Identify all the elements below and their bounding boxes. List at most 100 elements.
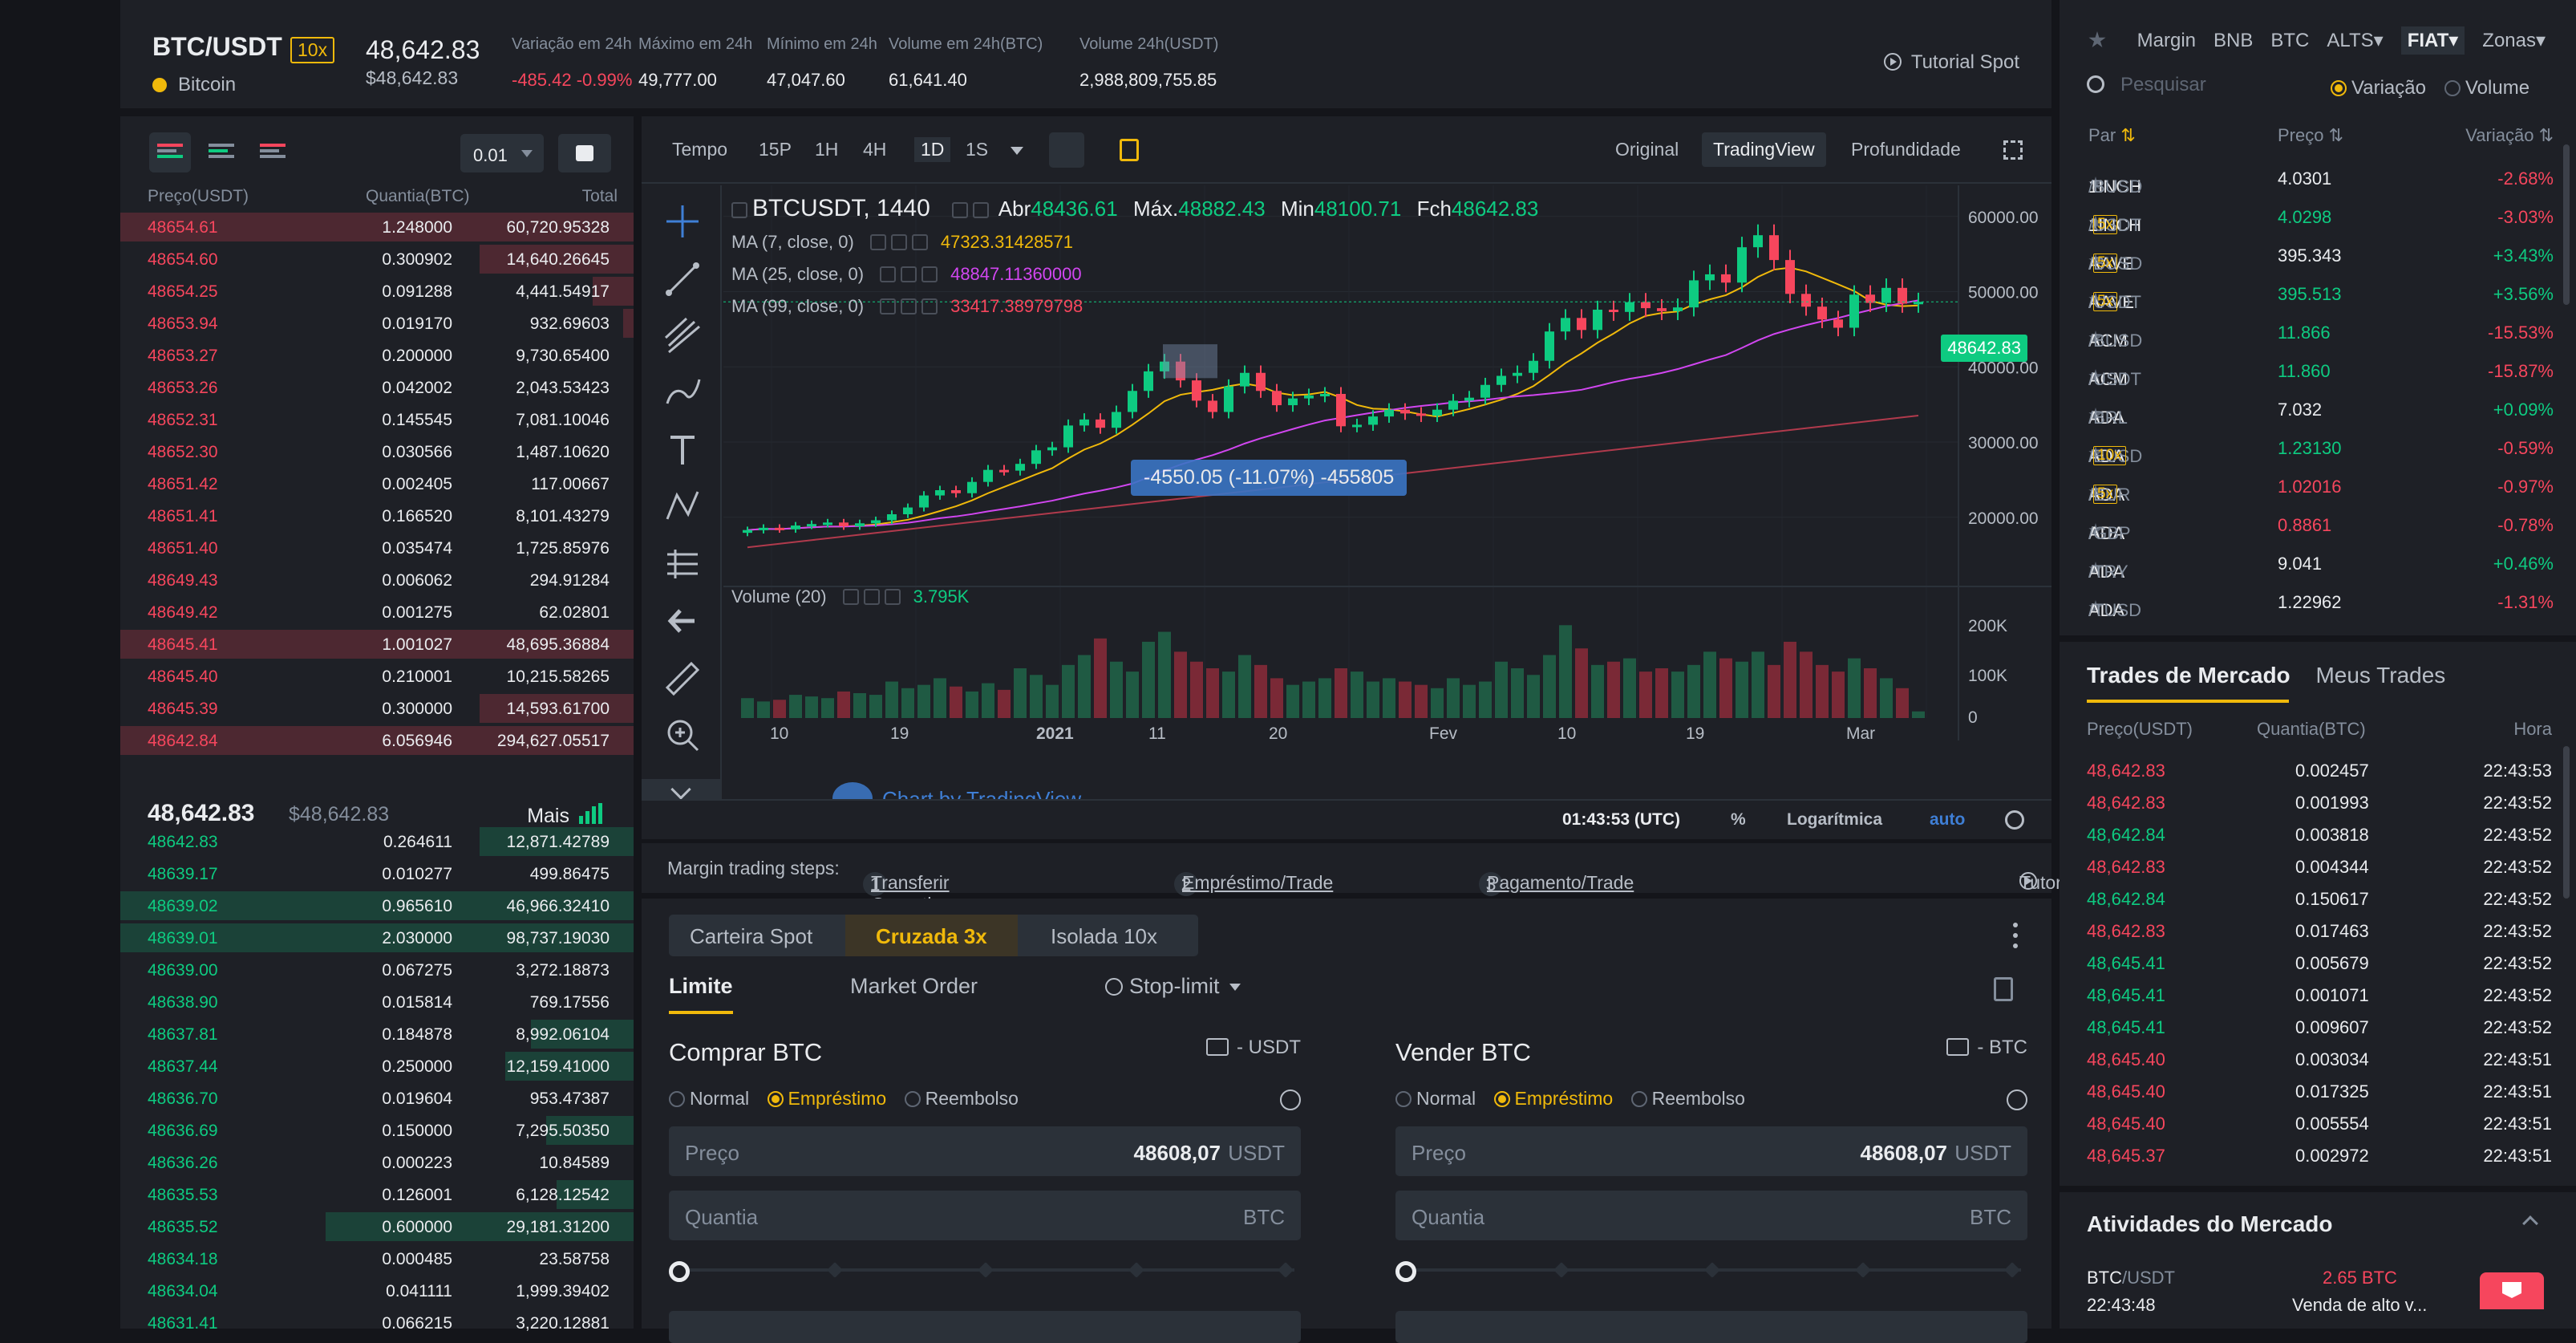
- sell-quantity-input[interactable]: Quantia BTC: [1395, 1191, 2027, 1240]
- text-tool-icon[interactable]: [662, 429, 703, 469]
- candlestick-chart[interactable]: 60000.00 50000.00 40000.00 30000.00 20000.00…: [723, 185, 2051, 743]
- sort-change-radio[interactable]: Variação: [2331, 77, 2426, 99]
- timeframe-dropdown-icon[interactable]: [1011, 147, 1023, 155]
- timeframe-tempo[interactable]: Tempo: [672, 139, 728, 160]
- more-button[interactable]: Mais: [527, 803, 605, 830]
- crosshair-icon[interactable]: [662, 201, 703, 241]
- timeframe-4h[interactable]: 4H: [863, 139, 887, 160]
- ask-row[interactable]: 48651.42 0.002405 117.00667: [120, 468, 634, 500]
- market-row[interactable]: 1INCH/USDT 5x 4.0298 -3.03%: [2088, 199, 2554, 237]
- price-chart[interactable]: 60000.00 50000.00 40000.00 30000.00 20000.00…: [723, 185, 2051, 814]
- bid-row[interactable]: 48634.04 0.041111 1,999.39402: [120, 1275, 634, 1307]
- tutorial-spot-link[interactable]: Tutorial Spot: [1883, 51, 2019, 74]
- bid-row[interactable]: 48636.69 0.150000 7,295.50350: [120, 1114, 634, 1146]
- tab-margin[interactable]: Margin: [2137, 30, 2197, 51]
- ma7-eye-icon[interactable]: [869, 234, 886, 250]
- bid-row[interactable]: 48631.41 0.066215 3,220.12881: [120, 1307, 634, 1339]
- market-scrollbar[interactable]: [2563, 144, 2570, 305]
- ask-row[interactable]: 48653.26 0.042002 2,043.53423: [120, 371, 634, 404]
- fullscreen-icon[interactable]: [2003, 140, 2023, 160]
- buy-quantity-input[interactable]: Quantia BTC: [669, 1191, 1301, 1240]
- market-row[interactable]: ACM/BUSD 11.866 -15.53%: [2088, 314, 2554, 353]
- bid-row[interactable]: 48639.17 0.010277 499.86475: [120, 858, 634, 890]
- info-icon[interactable]: [1280, 1089, 1301, 1110]
- col-pair[interactable]: Par ⇅: [2088, 125, 2136, 146]
- bid-row[interactable]: 48635.52 0.600000 29,181.31200: [120, 1211, 634, 1243]
- sell-radio-normal[interactable]: Normal: [1395, 1088, 1476, 1109]
- orderbook-both-view-button[interactable]: [149, 132, 191, 172]
- bid-row[interactable]: 48639.02 0.965610 46,966.32410: [120, 890, 634, 922]
- market-row[interactable]: 1INCH/BUSD 4.0301 -2.68%: [2088, 160, 2554, 199]
- mode-isolated[interactable]: Isolada 10x: [1051, 924, 1157, 949]
- timeframe-15p[interactable]: 15P: [759, 139, 792, 160]
- ask-row[interactable]: 48653.94 0.019170 932.69603: [120, 307, 634, 339]
- sell-amount-slider[interactable]: [1395, 1258, 2027, 1282]
- market-row[interactable]: ADA/TUSD 1.22962 -1.31%: [2088, 584, 2554, 623]
- ma99-eye-icon[interactable]: [880, 298, 897, 314]
- ask-row[interactable]: 48645.41 1.001027 48,695.36884: [120, 628, 634, 660]
- ask-row[interactable]: 48652.30 0.030566 1,487.10620: [120, 436, 634, 468]
- step-3-link[interactable]: Pagamento/Trade: [1487, 872, 1634, 893]
- bid-row[interactable]: 48639.01 2.030000 98,737.19030: [120, 922, 634, 954]
- sell-wallet-balance[interactable]: - BTC: [1946, 1037, 2027, 1059]
- timeframe-1h[interactable]: 1H: [815, 139, 839, 160]
- back-arrow-icon[interactable]: [662, 601, 703, 641]
- tab-bnb[interactable]: BNB: [2213, 30, 2254, 51]
- precision-select[interactable]: 0.01: [460, 134, 544, 172]
- collapse-legend-icon[interactable]: [731, 202, 747, 218]
- favorites-star-icon[interactable]: [2088, 31, 2106, 48]
- buy-radio-normal[interactable]: Normal: [669, 1088, 749, 1109]
- timeframe-1d[interactable]: 1D: [914, 137, 951, 162]
- more-options-icon[interactable]: [2013, 923, 2018, 948]
- view-profundidade[interactable]: Profundidade: [1851, 139, 1961, 160]
- trades-scrollbar[interactable]: [2563, 746, 2570, 899]
- view-original[interactable]: Original: [1615, 139, 1679, 160]
- sell-price-input[interactable]: Preço 48608,07 USDT: [1395, 1126, 2027, 1176]
- coin-name[interactable]: Bitcoin: [152, 74, 236, 96]
- legend-gear-icon[interactable]: [972, 202, 989, 218]
- slider-knob[interactable]: [1395, 1261, 1416, 1282]
- fib-tool-icon[interactable]: [662, 315, 703, 355]
- bid-row[interactable]: 48635.53 0.126001 6,128.12542: [120, 1179, 634, 1211]
- ruler-icon[interactable]: [662, 659, 703, 699]
- buy-submit-button[interactable]: [669, 1311, 1301, 1343]
- ask-row[interactable]: 48653.27 0.200000 9,730.65400: [120, 339, 634, 371]
- market-row[interactable]: ADA/TRY 9.041 +0.46%: [2088, 546, 2554, 584]
- legend-eye-icon[interactable]: [951, 202, 968, 218]
- bid-row[interactable]: 48636.70 0.019604 953.47387: [120, 1082, 634, 1114]
- tab-btc[interactable]: BTC: [2270, 30, 2310, 51]
- ma25-gear-icon[interactable]: [901, 266, 917, 282]
- buy-wallet-balance[interactable]: - USDT: [1206, 1037, 1301, 1059]
- ask-row[interactable]: 48649.42 0.001275 62.02801: [120, 596, 634, 628]
- ask-row[interactable]: 48654.61 1.248000 60,720.95328: [120, 211, 634, 243]
- info-icon[interactable]: [2007, 1089, 2027, 1110]
- ma99-gear-icon[interactable]: [901, 298, 917, 314]
- volume-close-icon[interactable]: [884, 589, 901, 605]
- bid-row[interactable]: 48637.81 0.184878 8,992.06104: [120, 1018, 634, 1050]
- bid-row[interactable]: 48637.44 0.250000 12,159.41000: [120, 1050, 634, 1082]
- buy-amount-slider[interactable]: [669, 1258, 1301, 1282]
- prediction-icon[interactable]: [662, 543, 703, 583]
- ask-row[interactable]: 48645.40 0.210001 10,215.58265: [120, 660, 634, 692]
- market-row[interactable]: ADA/BUSD 10x 1.23130 -0.59%: [2088, 430, 2554, 469]
- pattern-icon[interactable]: [662, 487, 703, 527]
- step-2-link[interactable]: Empréstimo/Trade: [1182, 872, 1334, 893]
- log-toggle[interactable]: Logarítmica: [1787, 810, 1883, 829]
- bid-row[interactable]: 48638.90 0.015814 769.17556: [120, 986, 634, 1018]
- sort-volume-radio[interactable]: Volume: [2444, 77, 2529, 99]
- tab-stop-limit[interactable]: Stop-limit: [1105, 974, 1241, 999]
- market-row[interactable]: AAVE/USDT 5x 395.513 +3.56%: [2088, 276, 2554, 314]
- timeframe-1s[interactable]: 1S: [966, 139, 989, 160]
- brush-icon[interactable]: [662, 371, 703, 412]
- sell-radio-borrow[interactable]: Empréstimo: [1493, 1088, 1613, 1109]
- ma7-gear-icon[interactable]: [890, 234, 907, 250]
- ma7-close-icon[interactable]: [911, 234, 928, 250]
- mode-cross[interactable]: Cruzada 3x: [845, 915, 1018, 956]
- view-tradingview[interactable]: TradingView: [1702, 132, 1826, 167]
- market-search[interactable]: Pesquisar: [2087, 74, 2206, 96]
- market-row[interactable]: ACM/USDT 11.860 -15.87%: [2088, 353, 2554, 392]
- bid-row[interactable]: 48642.83 0.264611 12,871.42789: [120, 826, 634, 858]
- col-price[interactable]: Preço ⇅: [2278, 125, 2343, 146]
- ma25-eye-icon[interactable]: [880, 266, 897, 282]
- pair-title[interactable]: BTC/USDT: [152, 32, 282, 61]
